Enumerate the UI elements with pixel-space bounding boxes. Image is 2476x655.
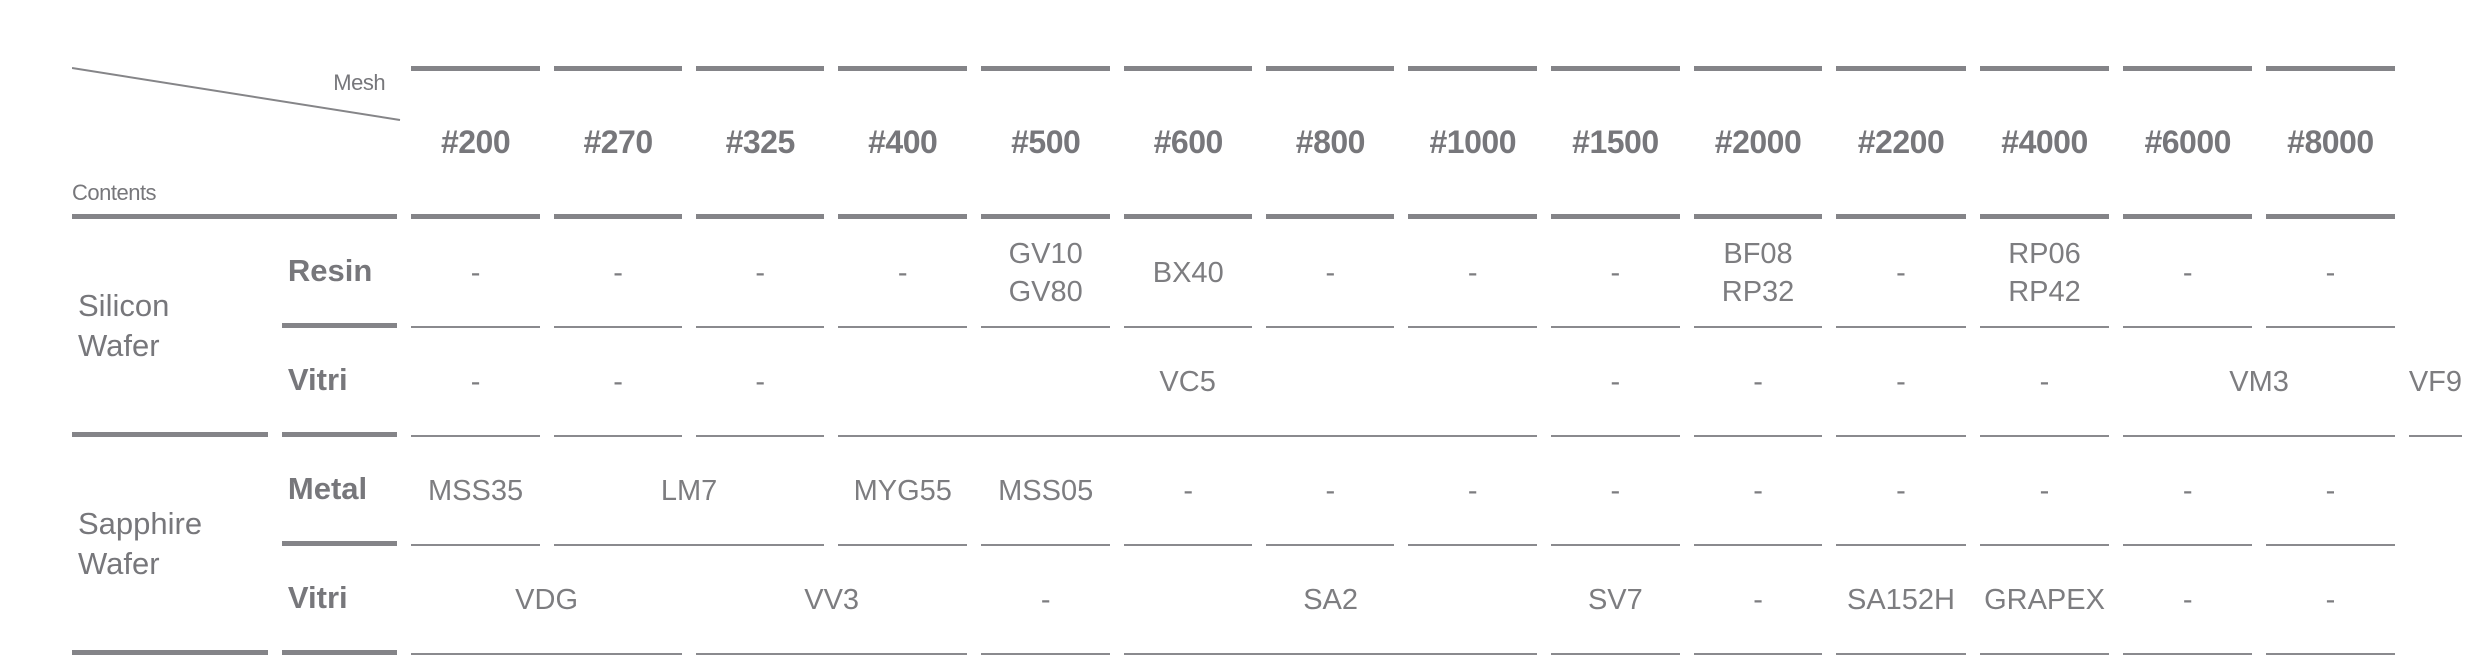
table-row: Sapphire Wafer Metal MSS35 LM7 MYG55 MSS05- - -…: [72, 437, 2462, 655]
empty-cell: -: [1693, 437, 1823, 546]
empty-cell: -: [1836, 328, 1966, 437]
mesh-header: #4000: [1979, 66, 2110, 219]
empty-cell: -: [1408, 219, 1538, 328]
empty-cell: -: [838, 219, 968, 328]
empty-cell: -: [1551, 219, 1680, 328]
empty-cell: -: [1979, 437, 2110, 546]
empty-cell: -: [1836, 219, 1966, 328]
mesh-header: #2200: [1836, 66, 1966, 219]
empty-cell: -: [1266, 219, 1395, 328]
product-cell: VC5: [838, 328, 1538, 437]
header-row: Mesh Contents #200 #270 #325 #400 #500 #600 #8…: [72, 66, 2462, 219]
bond-type-label: Metal: [281, 437, 398, 546]
empty-cell: -: [2266, 437, 2395, 546]
product-cell: LM7: [554, 437, 825, 546]
contents-axis-label: Contents: [72, 180, 157, 205]
empty-cell: -: [1266, 437, 1395, 546]
material-group-label: Sapphire Wafer: [72, 437, 268, 655]
product-cell: GV10 GV80: [981, 219, 1111, 328]
empty-cell: -: [411, 328, 540, 437]
empty-cell: -: [2123, 437, 2252, 546]
mesh-header: #500: [981, 66, 1111, 219]
table-row: Vitri VDG VV3- SA2 SV7- SA152H GRAPEX - -: [72, 546, 2462, 655]
empty-cell: -: [2123, 219, 2252, 328]
empty-cell: -: [1836, 437, 1966, 546]
bond-type-label: Vitri: [281, 328, 398, 437]
product-cell: SA152H: [1836, 546, 1966, 655]
empty-cell: -: [411, 219, 540, 328]
mesh-header: #200: [411, 66, 540, 219]
empty-cell: -: [2266, 219, 2395, 328]
empty-cell: -: [981, 546, 1111, 655]
product-cell: BF08 RP32: [1693, 219, 1823, 328]
product-cell: VM3: [2123, 328, 2395, 437]
product-cell: VDG: [411, 546, 683, 655]
empty-cell: -: [1693, 328, 1823, 437]
empty-cell: -: [1551, 328, 1680, 437]
product-cell: BX40: [1124, 219, 1253, 328]
mesh-header: #1000: [1408, 66, 1538, 219]
empty-cell: -: [696, 219, 825, 328]
empty-cell: -: [1693, 546, 1823, 655]
empty-cell: -: [554, 328, 683, 437]
empty-cell: -: [2266, 546, 2395, 655]
product-cell: VF9: [2408, 328, 2462, 437]
empty-cell: -: [1979, 328, 2110, 437]
empty-cell: -: [554, 219, 683, 328]
diagonal-divider: [72, 67, 401, 121]
mesh-grade-table: Mesh Contents #200 #270 #325 #400 #500 #600 #8…: [58, 66, 2476, 655]
empty-cell: -: [1408, 437, 1538, 546]
product-cell: SV7: [1551, 546, 1680, 655]
product-cell: RP06 RP42: [1979, 219, 2110, 328]
mesh-header: #8000: [2266, 66, 2395, 219]
mesh-header: #600: [1124, 66, 1253, 219]
mesh-header: #270: [554, 66, 683, 219]
product-cell: MSS05: [981, 437, 1111, 546]
bond-type-label: Resin: [281, 219, 398, 328]
mesh-header: #2000: [1693, 66, 1823, 219]
product-cell: GRAPEX: [1979, 546, 2110, 655]
mesh-axis-label: Mesh: [333, 70, 386, 95]
material-group-label: Silicon Wafer: [72, 219, 268, 437]
empty-cell: -: [1124, 437, 1253, 546]
product-cell: MSS35: [411, 437, 540, 546]
empty-cell: -: [2123, 546, 2252, 655]
product-cell: VV3: [696, 546, 968, 655]
table-row: Silicon Wafer Resin - - - - GV10 GV80 BX40- - - BF…: [72, 219, 2462, 437]
product-cell: SA2: [1124, 546, 1538, 655]
corner-header: Mesh Contents: [72, 66, 401, 219]
table-row: Vitri - - - VC5- - - - VM3 VF9: [72, 328, 2462, 437]
bond-type-label: Vitri: [281, 546, 398, 655]
mesh-header: #325: [696, 66, 825, 219]
mesh-header: #400: [838, 66, 968, 219]
mesh-header: #1500: [1551, 66, 1680, 219]
empty-cell: -: [696, 328, 825, 437]
mesh-header: #6000: [2123, 66, 2252, 219]
product-cell: MYG55: [838, 437, 968, 546]
mesh-header: #800: [1266, 66, 1395, 219]
empty-cell: -: [1551, 437, 1680, 546]
